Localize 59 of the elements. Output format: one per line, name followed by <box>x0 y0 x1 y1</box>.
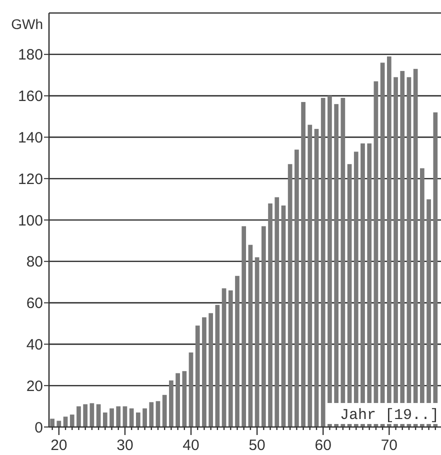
x-tick-label: 20 <box>50 437 68 454</box>
bar <box>248 244 253 427</box>
x-tick-label: 30 <box>116 437 134 454</box>
bar <box>50 418 54 427</box>
y-tick-label: 80 <box>26 254 43 271</box>
y-tick-label: 0 <box>34 419 43 436</box>
bar <box>228 290 233 427</box>
bar <box>176 373 180 427</box>
bar <box>142 408 147 427</box>
bar <box>334 104 338 427</box>
bar <box>169 380 174 427</box>
y-axis-title: GWh <box>11 16 43 32</box>
bar <box>288 164 292 427</box>
bar <box>281 206 286 427</box>
bar <box>102 412 108 427</box>
bar <box>242 226 246 427</box>
bar <box>215 304 220 427</box>
bar <box>90 403 94 427</box>
bar <box>320 98 326 427</box>
bar <box>110 408 114 427</box>
bar <box>202 317 206 427</box>
bar <box>328 96 332 427</box>
bar <box>149 402 154 427</box>
bar <box>182 371 187 427</box>
bar <box>162 394 167 427</box>
x-tick-label: 50 <box>248 437 266 454</box>
bar <box>308 124 312 427</box>
bar <box>70 414 74 427</box>
bar <box>83 404 88 427</box>
bar <box>56 420 62 427</box>
bar <box>208 313 214 427</box>
bar <box>314 128 319 427</box>
bar <box>116 406 121 427</box>
bar <box>76 406 81 427</box>
x-tick-label: 60 <box>314 437 332 454</box>
y-tick-label: 60 <box>26 295 43 312</box>
bar <box>222 288 226 427</box>
bar <box>235 276 240 427</box>
y-tick-label: 160 <box>18 88 43 106</box>
bar <box>301 102 306 427</box>
y-tick-label: 140 <box>18 129 43 146</box>
bar <box>268 203 272 427</box>
y-tick-label: 100 <box>18 212 43 230</box>
x-tick-label: 70 <box>380 437 398 454</box>
bar <box>96 404 101 427</box>
x-axis-title: Jahr [19..] <box>340 407 439 424</box>
y-tick-label: 20 <box>26 378 43 395</box>
bar <box>136 412 140 427</box>
bar <box>294 150 299 427</box>
y-tick-label: 180 <box>18 46 43 64</box>
bar <box>156 401 160 427</box>
bar <box>274 197 280 427</box>
bar <box>254 257 260 427</box>
bar <box>188 352 194 427</box>
bar <box>261 226 266 427</box>
y-tick-label: 120 <box>18 170 43 188</box>
y-tick-label: 40 <box>26 336 43 354</box>
bar <box>195 326 200 427</box>
x-tick-label: 40 <box>182 437 200 454</box>
